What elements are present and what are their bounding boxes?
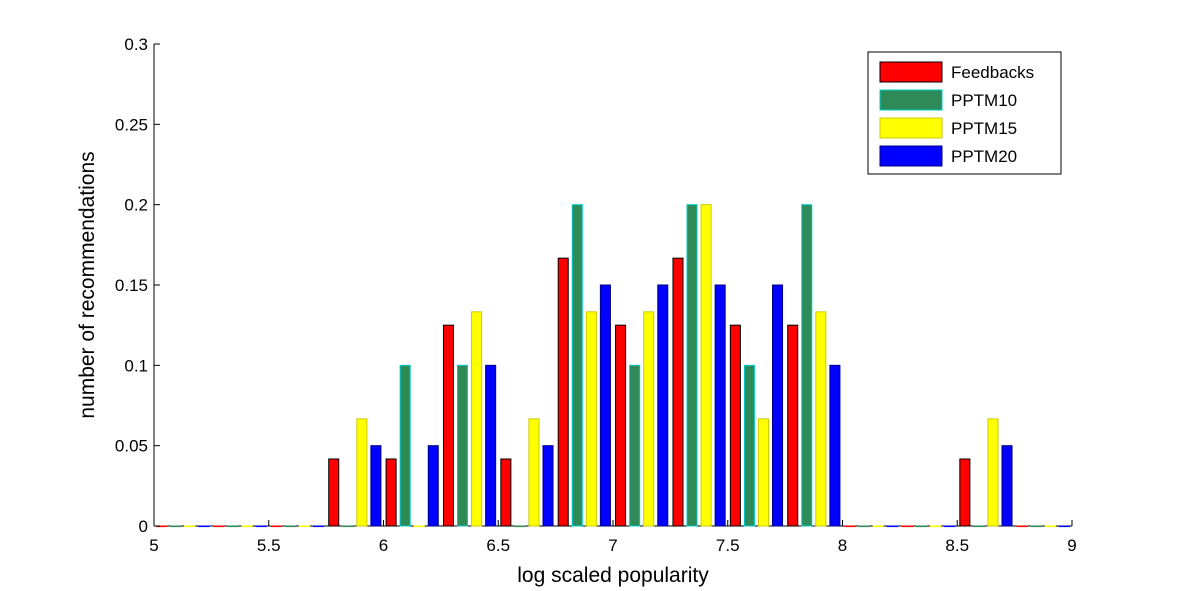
bar-feedbacks-5 [442, 324, 454, 527]
bar-pptm15-13 [930, 525, 942, 528]
bar-feedbacks-14 [959, 458, 971, 527]
bars-group [156, 204, 1070, 528]
bar-pptm15-14 [987, 418, 999, 527]
bar-feedbacks-12 [844, 525, 856, 528]
bar-pptm15-2 [298, 525, 310, 528]
bar-pptm10-11 [801, 204, 813, 527]
bar-pptm10-6 [514, 525, 526, 528]
legend-label-pptm15: PPTM15 [951, 119, 1017, 138]
bar-pptm15-3 [356, 418, 368, 527]
bar-pptm20-8 [657, 284, 669, 527]
y-axis: 0 0.05 0.1 0.15 0.2 0.25 0.3 [115, 35, 160, 536]
y-tick-label: 0 [139, 517, 148, 536]
y-tick-label: 0.2 [124, 196, 148, 215]
bar-pptm15-4 [413, 525, 425, 528]
bar-feedbacks-10 [729, 324, 741, 527]
bar-pptm15-8 [643, 311, 655, 527]
bar-pptm20-9 [714, 284, 726, 527]
legend: Feedbacks PPTM10 PPTM15 PPTM20 [867, 51, 1062, 175]
bar-pptm10-3 [342, 525, 354, 528]
legend-label-pptm20: PPTM20 [951, 147, 1017, 166]
x-tick-label: 7 [608, 536, 617, 555]
legend-swatch-feedbacks [879, 61, 943, 83]
bar-pptm15-5 [471, 311, 483, 527]
bar-feedbacks-15 [1016, 525, 1028, 528]
legend-label-feedbacks: Feedbacks [951, 63, 1034, 82]
bar-pptm10-1 [227, 525, 239, 528]
bar-pptm10-4 [399, 364, 411, 527]
bar-feedbacks-9 [672, 257, 684, 527]
bar-pptm10-8 [629, 364, 641, 527]
bar-pptm20-5 [485, 364, 497, 527]
bar-pptm15-12 [872, 525, 884, 528]
bar-pptm10-12 [858, 525, 870, 528]
bar-feedbacks-4 [385, 458, 397, 527]
bar-pptm10-0 [170, 525, 182, 528]
bar-pptm10-7 [571, 204, 583, 527]
bar-pptm20-6 [542, 445, 554, 527]
bar-pptm20-7 [599, 284, 611, 527]
bar-pptm10-9 [686, 204, 698, 527]
bar-pptm15-9 [700, 204, 712, 527]
bar-pptm15-0 [184, 525, 196, 528]
x-tick-label: 7.5 [716, 536, 740, 555]
bar-pptm10-14 [973, 525, 985, 528]
bar-pptm20-14 [1001, 445, 1013, 527]
x-tick-label: 8 [838, 536, 847, 555]
x-tick-label: 6 [379, 536, 388, 555]
bar-pptm15-15 [1044, 525, 1056, 528]
bar-pptm20-1 [255, 525, 267, 528]
bar-feedbacks-2 [270, 525, 282, 528]
x-tick-label: 5 [149, 536, 158, 555]
x-tick-label: 8.5 [945, 536, 969, 555]
y-tick-label: 0.1 [124, 356, 148, 375]
bar-pptm15-11 [815, 311, 827, 527]
bar-feedbacks-6 [500, 458, 512, 527]
bar-pptm20-15 [1058, 525, 1070, 528]
bar-pptm20-0 [198, 525, 210, 528]
y-axis-label: number of recommendations [76, 151, 99, 418]
bar-pptm10-5 [457, 364, 469, 527]
y-tick-label: 0.25 [115, 115, 148, 134]
x-tick-label: 6.5 [486, 536, 510, 555]
bar-pptm10-10 [743, 364, 755, 527]
bar-pptm20-11 [829, 364, 841, 527]
bar-pptm20-3 [370, 445, 382, 527]
bar-pptm20-10 [772, 284, 784, 527]
x-axis: 5 5.5 6 6.5 7 7.5 8 8.5 9 [149, 520, 1077, 555]
bar-pptm10-13 [916, 525, 928, 528]
bar-pptm20-12 [886, 525, 898, 528]
bar-feedbacks-8 [615, 324, 627, 527]
bar-feedbacks-7 [557, 257, 569, 527]
bar-pptm10-2 [284, 525, 296, 528]
bar-pptm15-1 [241, 525, 253, 528]
bar-feedbacks-13 [901, 525, 914, 528]
bar-pptm15-7 [585, 311, 597, 527]
bar-pptm20-2 [313, 525, 325, 528]
legend-swatch-pptm15 [879, 117, 943, 139]
legend-swatch-pptm20 [879, 145, 943, 167]
x-tick-label: 5.5 [257, 536, 281, 555]
bar-pptm20-13 [944, 525, 956, 528]
y-tick-label: 0.15 [115, 276, 148, 295]
bar-pptm15-6 [528, 418, 540, 527]
bar-feedbacks-3 [328, 458, 340, 527]
bar-feedbacks-1 [213, 525, 225, 528]
y-tick-label: 0.3 [124, 35, 148, 54]
legend-label-pptm10: PPTM10 [951, 91, 1017, 110]
bar-feedbacks-11 [787, 324, 799, 527]
legend-swatch-pptm10 [879, 89, 943, 111]
x-axis-label: log scaled popularity [517, 564, 709, 587]
bar-pptm20-4 [427, 445, 439, 527]
bar-pptm10-15 [1030, 525, 1042, 528]
y-tick-label: 0.05 [115, 437, 148, 456]
bar-pptm15-10 [757, 418, 769, 527]
x-tick-label: 9 [1067, 536, 1076, 555]
